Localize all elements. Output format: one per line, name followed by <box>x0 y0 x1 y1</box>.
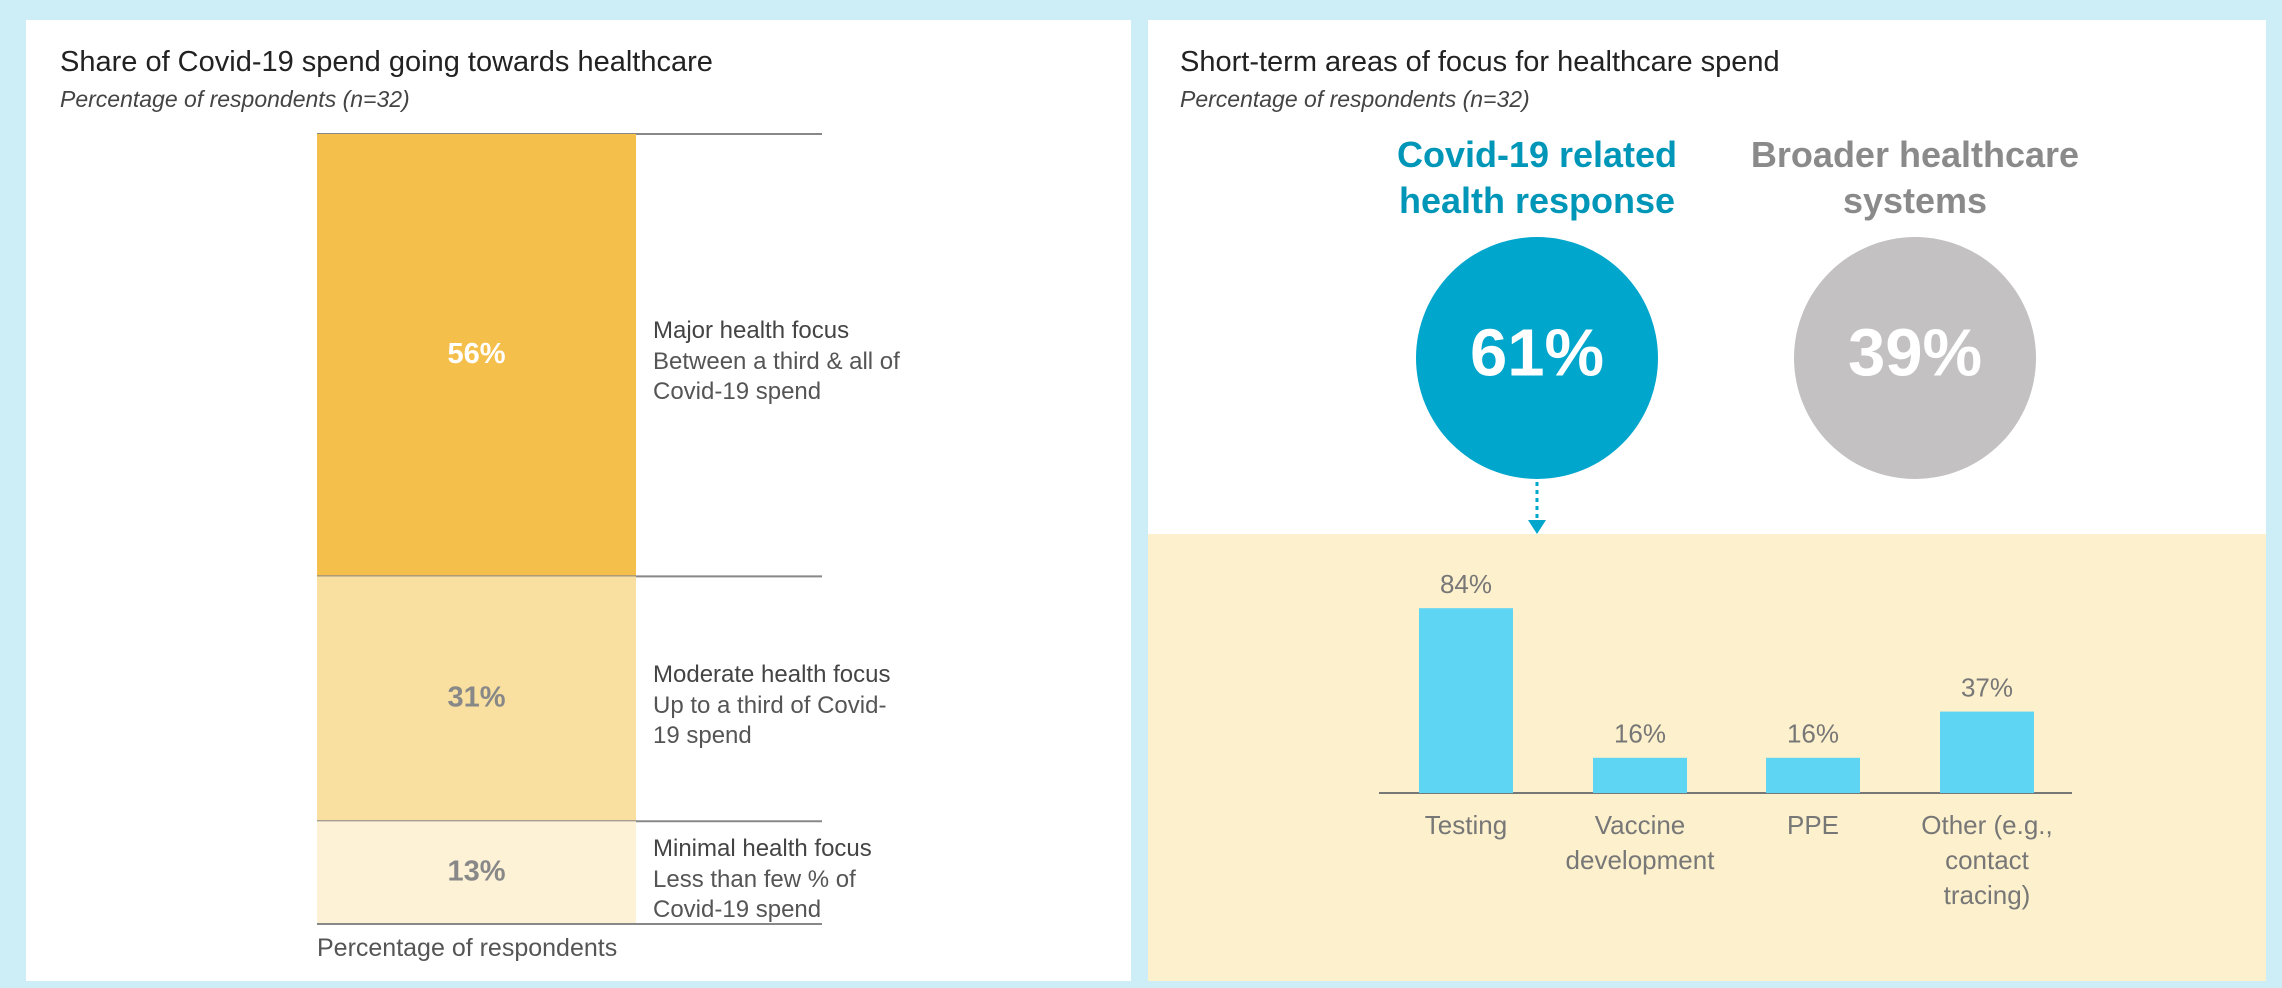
circle-label: 61% <box>1470 316 1604 391</box>
bar-label: 16% <box>1787 719 1839 749</box>
chart-subtitle: Percentage of respondents (n=32) <box>60 86 410 112</box>
chart-title: Share of Covid-19 spend going towards he… <box>60 46 713 78</box>
bar <box>1419 608 1513 793</box>
bar <box>1593 757 1687 793</box>
segment-description: Up to a third of Covid-19 spend <box>653 691 887 749</box>
bar <box>1940 711 2034 793</box>
x-axis-label: Percentage of respondents <box>317 934 618 962</box>
segment <box>317 134 636 577</box>
circle-label: 39% <box>1848 316 1982 391</box>
arrow-head <box>1528 520 1546 534</box>
chart-subtitle: Percentage of respondents (n=32) <box>1180 86 1530 112</box>
segment-name: Moderate health focus <box>653 660 891 688</box>
segment-description: Less than few % of Covid-19 spend <box>653 865 856 923</box>
x-tick-label: Other (e.g., contact tracing) <box>1921 810 2053 910</box>
segment <box>317 821 636 924</box>
bar <box>1766 757 1860 793</box>
chart-title: Short-term areas of focus for healthcare… <box>1180 46 1780 78</box>
circle-heading: Broader healthcare systems <box>1750 134 2080 221</box>
segment <box>317 576 636 822</box>
segment-name: Major health focus <box>653 317 850 345</box>
circle-heading: Covid-19 related health response <box>1396 134 1678 221</box>
x-tick-label: PPE <box>1786 810 1840 840</box>
x-tick-label: Testing <box>1424 810 1508 840</box>
segment-description: Between a third & all of Covid-19 spend <box>653 348 900 406</box>
segment-label: 13% <box>447 855 505 887</box>
bar-label: 16% <box>1614 719 1666 749</box>
segment-label: 31% <box>447 682 505 714</box>
segment-label: 56% <box>447 338 505 370</box>
circle <box>1416 237 1658 479</box>
bar-label: 37% <box>1961 672 2013 702</box>
segment-name: Minimal health focus <box>653 834 872 862</box>
circle <box>1794 237 2036 479</box>
bar-label: 84% <box>1440 569 1492 599</box>
x-tick-label: Vaccine development <box>1565 810 1715 875</box>
bar-area <box>1148 534 2266 981</box>
